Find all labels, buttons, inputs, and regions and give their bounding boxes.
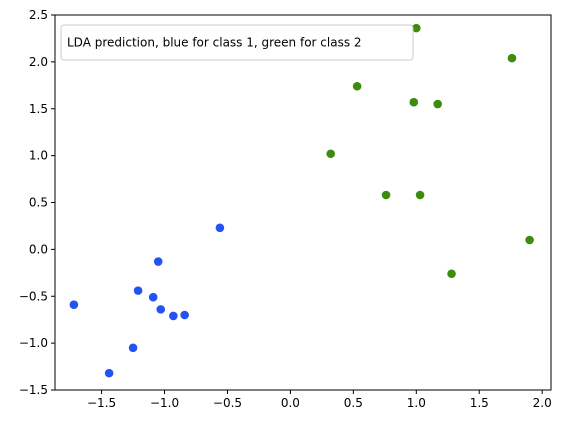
y-tick-label: −1.0 [19, 336, 48, 350]
point-series-2-7 [381, 190, 391, 200]
y-tick-label: 1.0 [29, 149, 48, 163]
legend: LDA prediction, blue for class 1, green … [60, 24, 414, 61]
x-tick-label: −0.5 [213, 396, 242, 410]
point-series-1-9 [128, 343, 138, 353]
x-tick-label: 2.0 [533, 396, 552, 410]
x-tick-label: 0.5 [344, 396, 363, 410]
point-series-2-3 [352, 81, 362, 91]
point-series-1-6 [169, 311, 178, 321]
y-tick-label: −1.5 [19, 383, 48, 397]
point-series-2-8 [415, 190, 425, 200]
point-series-1-3 [133, 286, 143, 295]
x-tick-label: 1.0 [407, 396, 426, 410]
x-tick-label: 1.5 [470, 396, 489, 410]
points-layer [69, 23, 534, 378]
point-series-1-10 [104, 368, 114, 378]
y-tick-label: 2.5 [29, 8, 48, 22]
point-series-2-6 [326, 149, 336, 159]
y-tick-label: 1.5 [29, 102, 48, 116]
point-series-2-9 [525, 235, 534, 245]
point-series-1-5 [156, 305, 166, 314]
y-tick-label: −0.5 [19, 289, 48, 303]
point-series-2-1 [412, 23, 421, 33]
point-series-1-2 [153, 257, 163, 266]
legend-box [60, 24, 414, 61]
point-series-1-7 [180, 310, 189, 320]
x-axis: −1.5 −1.0 −0.5 0.0 0.5 1.0 1.5 2.0 [87, 390, 552, 410]
point-series-2-5 [433, 99, 443, 109]
point-series-1-8 [69, 300, 79, 309]
point-series-2-4 [409, 97, 419, 107]
y-tick-label: 0.5 [29, 196, 48, 210]
legend-text: LDA prediction, blue for class 1, green … [67, 36, 362, 50]
y-tick-label: 2.0 [29, 55, 48, 69]
x-tick-label: −1.5 [87, 396, 116, 410]
x-tick-label: −1.0 [150, 396, 179, 410]
point-series-2-2 [507, 53, 517, 63]
x-tick-label: 0.0 [281, 396, 300, 410]
point-series-2-10 [447, 269, 456, 279]
point-series-1-1 [215, 223, 225, 233]
y-tick-label: 0.0 [29, 242, 48, 256]
point-series-1-4 [148, 292, 158, 302]
y-axis: −1.5 −1.0 −0.5 0.0 0.5 1.0 1.5 2.0 2.5 [19, 8, 55, 397]
